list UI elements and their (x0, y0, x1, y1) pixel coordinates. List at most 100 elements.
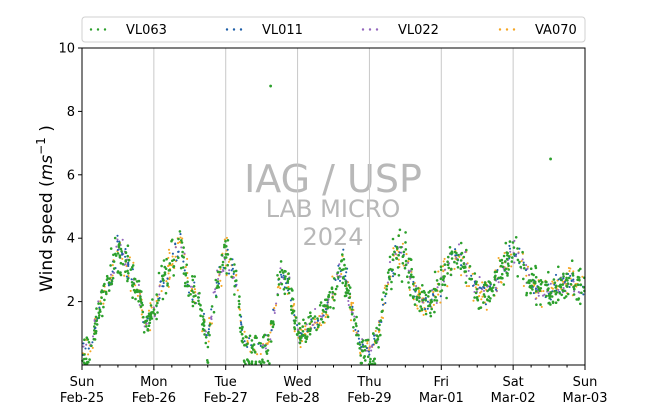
data-point (455, 256, 458, 259)
data-point (526, 267, 529, 270)
data-point (372, 359, 375, 363)
data-point (315, 328, 318, 332)
data-point (314, 307, 317, 311)
data-point (152, 306, 155, 309)
data-point (542, 290, 545, 293)
data-point (243, 340, 246, 343)
data-point (391, 253, 395, 256)
data-point (189, 285, 192, 288)
data-point (221, 263, 224, 267)
data-point (109, 283, 112, 286)
data-point (126, 277, 130, 281)
data-point (199, 307, 202, 311)
data-point (212, 291, 215, 294)
data-point (539, 303, 542, 306)
data-point (416, 307, 419, 310)
data-point (298, 341, 302, 345)
data-point (267, 334, 270, 337)
data-point (328, 291, 332, 294)
data-point (471, 284, 475, 287)
data-point (513, 239, 516, 242)
data-point (344, 284, 347, 288)
data-point (472, 299, 475, 302)
data-point (454, 248, 457, 251)
data-point (380, 316, 383, 319)
x-tick-label-day: Thu (356, 375, 381, 390)
data-point (372, 343, 375, 346)
data-point (361, 343, 364, 346)
data-point (297, 328, 300, 331)
data-point (119, 247, 123, 251)
data-point (320, 318, 323, 321)
data-point (407, 281, 410, 284)
series-VL063 (81, 228, 586, 366)
data-point (492, 293, 496, 297)
data-point (544, 283, 547, 287)
data-point (97, 300, 100, 303)
data-point (553, 281, 557, 285)
data-point (130, 281, 134, 284)
data-point (373, 357, 376, 361)
data-point (529, 267, 533, 271)
data-point (126, 279, 129, 283)
data-point (100, 296, 103, 300)
data-point (571, 274, 575, 277)
data-point (548, 296, 551, 300)
data-point (522, 284, 525, 288)
data-point (402, 254, 405, 258)
data-point (93, 319, 96, 322)
data-point (358, 347, 362, 350)
data-point (179, 233, 182, 236)
data-point (177, 256, 180, 260)
data-point (439, 295, 442, 298)
data-point (112, 260, 116, 263)
data-point (275, 302, 278, 305)
data-point (503, 251, 506, 255)
data-point (299, 346, 302, 349)
data-point (93, 322, 97, 325)
data-point (513, 261, 516, 264)
data-point (405, 253, 408, 256)
data-point (437, 293, 440, 296)
data-point (250, 339, 254, 342)
data-point (494, 288, 498, 291)
data-point (565, 284, 568, 288)
data-point (494, 286, 497, 289)
data-point (504, 267, 508, 271)
data-point (579, 302, 582, 306)
data-point (410, 275, 413, 279)
data-point (119, 271, 122, 274)
data-point (418, 309, 422, 313)
data-point (402, 264, 405, 267)
data-point (111, 270, 114, 273)
data-point (414, 288, 418, 292)
data-point (83, 362, 86, 365)
data-point (331, 275, 334, 278)
data-point (276, 286, 279, 289)
data-point (280, 282, 284, 286)
data-point (95, 307, 98, 310)
legend-item-VL063: VL063 (89, 23, 167, 38)
data-point (166, 282, 169, 285)
data-point (516, 247, 519, 250)
data-point (450, 257, 454, 260)
data-point (168, 278, 171, 281)
data-point (142, 315, 145, 319)
data-point (273, 311, 276, 315)
data-point (331, 290, 335, 294)
data-point (388, 277, 392, 281)
data-point (374, 329, 377, 333)
data-point (115, 245, 118, 248)
data-point (202, 312, 206, 315)
data-point (467, 285, 471, 288)
data-point (395, 257, 399, 260)
data-point (566, 292, 570, 296)
data-point (277, 277, 281, 281)
data-point (409, 270, 412, 273)
x-tick-label-date: Feb-25 (60, 391, 104, 406)
data-point (541, 294, 545, 297)
outlier-point (549, 157, 552, 161)
data-point (165, 257, 168, 261)
data-point (572, 285, 575, 289)
data-point (376, 337, 380, 341)
